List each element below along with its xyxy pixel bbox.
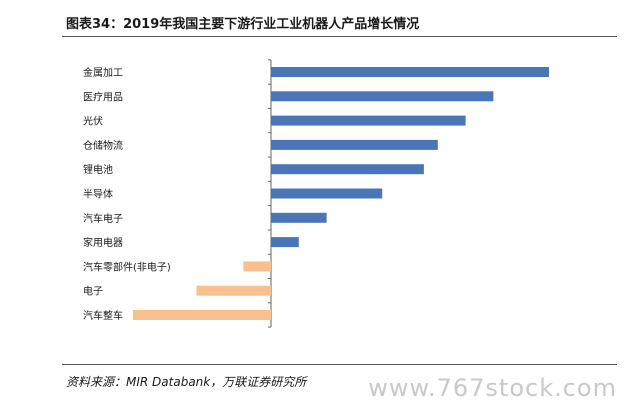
bar-2 — [271, 91, 494, 102]
watermark-text: www.767stock.com — [368, 374, 617, 402]
bar-1 — [271, 67, 549, 77]
category-label: 锂电池 — [83, 163, 113, 176]
category-label: 半导体 — [83, 188, 113, 201]
category-label: 仓储物流 — [83, 139, 123, 152]
source-note: 资料来源：MIR Databank，万联证券研究所 — [66, 375, 307, 389]
category-label: 电子 — [83, 285, 103, 298]
bar-11 — [133, 310, 271, 320]
category-label: 光伏 — [83, 115, 103, 128]
bar-7 — [271, 212, 327, 223]
bar-5 — [271, 164, 424, 175]
bar-10 — [196, 285, 271, 296]
title-bar: 图表34：2019年我国主要下游行业工业机器人产品增长情况 — [62, 8, 617, 37]
category-label: 金属加工 — [83, 66, 123, 79]
bar-8 — [271, 237, 299, 248]
category-label: 汽车电子 — [83, 212, 123, 225]
source-bar: 资料来源：MIR Databank，万联证券研究所 — [62, 364, 617, 393]
chart-title: 图表34：2019年我国主要下游行业工业机器人产品增长情况 — [66, 17, 420, 32]
bar-6 — [271, 188, 383, 199]
category-label: 汽车整车 — [83, 309, 123, 322]
bar-9 — [243, 261, 271, 272]
category-label: 医疗用品 — [83, 90, 123, 103]
category-label: 汽车零部件(非电子) — [83, 260, 171, 273]
bar-3 — [271, 115, 466, 126]
category-label: 家用电器 — [83, 236, 123, 249]
bar-4 — [271, 139, 438, 150]
